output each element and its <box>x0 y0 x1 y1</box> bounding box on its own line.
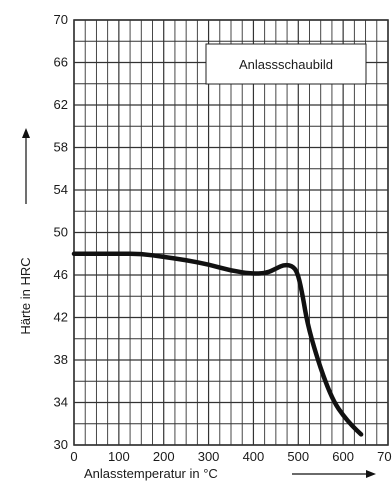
legend-box-text: Anlassschaubild <box>239 57 333 72</box>
x-tick-label: 400 <box>243 449 265 464</box>
y-tick-label: 34 <box>54 395 68 410</box>
grid <box>73 19 389 446</box>
y-axis-arrow-icon <box>22 128 30 138</box>
legend-box: Anlassschaubild <box>205 43 367 85</box>
y-tick-label: 58 <box>54 140 68 155</box>
x-axis-label: Anlasstemperatur in °C <box>84 466 376 481</box>
y-axis-title: Härte in HRC <box>18 257 33 334</box>
y-tick-label: 46 <box>54 267 68 282</box>
x-axis-title: Anlasstemperatur in °C <box>84 466 218 481</box>
y-tick-label: 62 <box>54 97 68 112</box>
hardness-curve <box>71 251 364 437</box>
series <box>71 251 364 437</box>
x-tick-label: 200 <box>153 449 175 464</box>
x-tick-label: 500 <box>287 449 309 464</box>
x-tick-label: 600 <box>332 449 354 464</box>
y-tick-label: 30 <box>54 437 68 452</box>
x-axis-ticks: 0 100 200 300 400 500 600 700 <box>70 449 392 464</box>
x-tick-label: 0 <box>70 449 77 464</box>
y-axis-ticks: 30 34 38 42 46 50 54 58 62 66 70 <box>54 12 68 452</box>
x-tick-label: 300 <box>198 449 220 464</box>
y-tick-label: 66 <box>54 55 68 70</box>
y-axis-label: Härte in HRC <box>18 128 33 335</box>
y-tick-label: 38 <box>54 352 68 367</box>
y-tick-label: 42 <box>54 310 68 325</box>
x-axis-arrow-icon <box>366 470 376 478</box>
y-tick-label: 54 <box>54 182 68 197</box>
y-tick-label: 50 <box>54 225 68 240</box>
x-tick-label: 100 <box>108 449 130 464</box>
y-tick-label: 70 <box>54 12 68 27</box>
x-tick-label: 700 <box>377 449 392 464</box>
